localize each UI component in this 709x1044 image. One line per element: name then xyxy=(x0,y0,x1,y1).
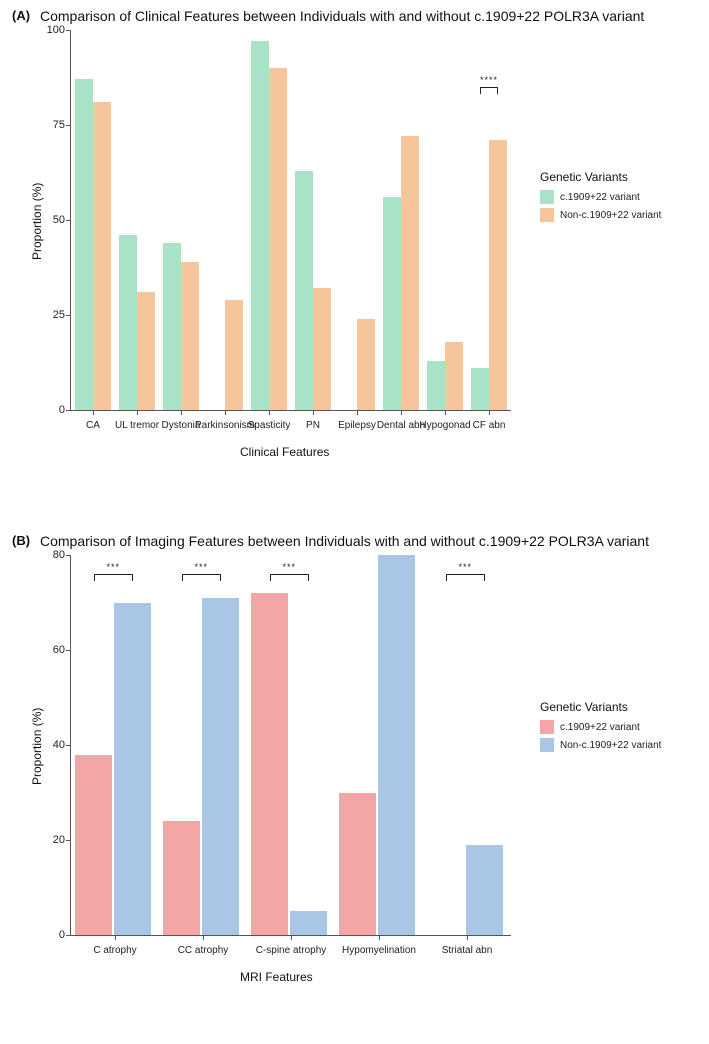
significance-bracket xyxy=(94,574,133,581)
legend-item: Non-c.1909+22 variant xyxy=(540,738,661,752)
significance-label: *** xyxy=(106,562,120,572)
x-tick-label: CC atrophy xyxy=(178,935,229,956)
legend-label: c.1909+22 variant xyxy=(560,722,640,733)
significance-bracket xyxy=(446,574,485,581)
panel-b: (B) Comparison of Imaging Features betwe… xyxy=(0,0,709,1044)
y-tick-label: 60 xyxy=(53,644,71,656)
bar xyxy=(114,603,151,936)
bar xyxy=(202,598,239,935)
bar xyxy=(251,593,288,935)
x-tick-label: Striatal abn xyxy=(442,935,493,956)
significance-label: *** xyxy=(458,562,472,572)
significance-label: *** xyxy=(282,562,296,572)
panel-b-title: Comparison of Imaging Features between I… xyxy=(40,533,649,549)
y-tick-label: 20 xyxy=(53,834,71,846)
bar xyxy=(163,821,200,935)
significance-bracket xyxy=(182,574,221,581)
panel-b-legend: Genetic Variants c.1909+22 variant Non-c.… xyxy=(540,700,661,752)
x-tick-label: C-spine atrophy xyxy=(256,935,327,956)
panel-b-xlabel: MRI Features xyxy=(240,970,313,984)
significance-bracket xyxy=(270,574,309,581)
legend-title: Genetic Variants xyxy=(540,700,661,714)
significance-label: *** xyxy=(194,562,208,572)
bar xyxy=(290,911,327,935)
panel-b-ylabel: Proportion (%) xyxy=(30,708,44,785)
y-tick-label: 40 xyxy=(53,739,71,751)
figure-root: (A) Comparison of Clinical Features betw… xyxy=(0,0,709,1044)
panel-b-label: (B) xyxy=(12,533,30,548)
bar xyxy=(339,793,376,936)
bar xyxy=(378,555,415,935)
x-tick-label: C atrophy xyxy=(93,935,136,956)
legend-swatch xyxy=(540,738,554,752)
legend-item: c.1909+22 variant xyxy=(540,720,661,734)
x-tick-label: Hypomyelination xyxy=(342,935,416,956)
legend-label: Non-c.1909+22 variant xyxy=(560,740,661,751)
y-tick-label: 80 xyxy=(53,549,71,561)
bar xyxy=(75,755,112,936)
legend-swatch xyxy=(540,720,554,734)
y-tick-label: 0 xyxy=(59,929,71,941)
bar xyxy=(466,845,503,935)
panel-b-plot: 020406080C atrophyCC atrophyC-spine atro… xyxy=(70,555,511,936)
